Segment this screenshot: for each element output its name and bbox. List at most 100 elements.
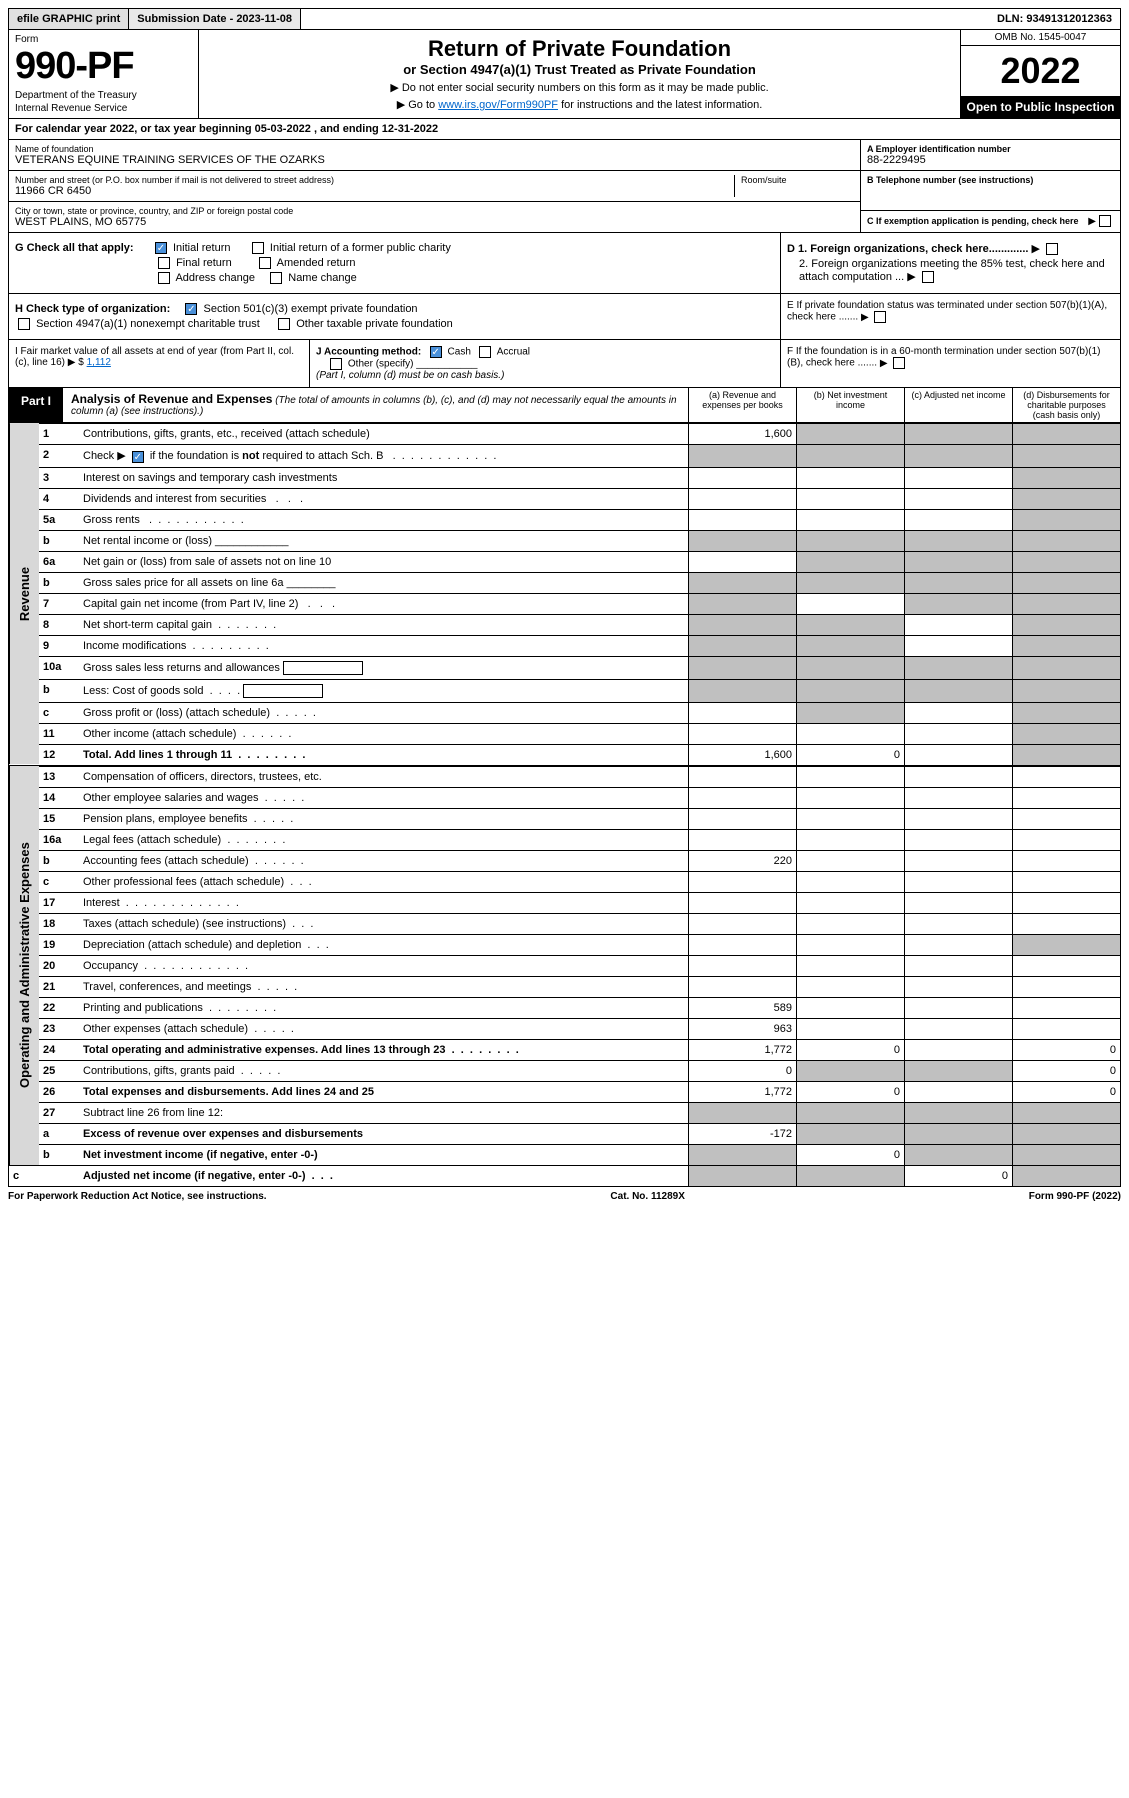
instr-2: ▶ Go to www.irs.gov/Form990PF for instru… — [205, 98, 954, 111]
arrow-icon: ▶ — [1032, 242, 1040, 255]
cell-d — [1012, 1165, 1120, 1186]
line-desc: Depreciation (attach schedule) and deple… — [77, 934, 688, 955]
revenue-side-label: Revenue — [9, 423, 39, 764]
city-label: City or town, state or province, country… — [15, 206, 854, 216]
cell-b — [796, 787, 904, 808]
d1-checkbox[interactable] — [1046, 243, 1058, 255]
tax-year: 2022 — [961, 46, 1120, 96]
cell-c — [904, 850, 1012, 871]
cell-b — [796, 551, 904, 572]
line-num: 1 — [39, 423, 77, 444]
f-label: F If the foundation is in a 60-month ter… — [787, 346, 1101, 369]
cell-a: -172 — [688, 1123, 796, 1144]
addr-label: Number and street (or P.O. box number if… — [15, 175, 734, 185]
part1-title: Analysis of Revenue and Expenses — [71, 392, 272, 406]
cell-d — [1012, 635, 1120, 656]
j-accrual-checkbox[interactable] — [479, 346, 491, 358]
cell-c — [904, 614, 1012, 635]
j-accrual-label: Accrual — [497, 347, 530, 358]
cell-d — [1012, 850, 1120, 871]
g-label: G Check all that apply: — [15, 242, 134, 254]
initial-return-checkbox[interactable] — [155, 242, 167, 254]
line-desc: Gross sales price for all assets on line… — [77, 572, 688, 593]
cell-d: 0 — [1012, 1039, 1120, 1060]
j-label: J Accounting method: — [316, 347, 421, 358]
line-desc: Pension plans, employee benefits . . . .… — [77, 808, 688, 829]
j-note: (Part I, column (d) must be on cash basi… — [316, 370, 504, 381]
cell-d — [1012, 679, 1120, 702]
f-checkbox[interactable] — [893, 357, 905, 369]
line-desc: Other income (attach schedule) . . . . .… — [77, 723, 688, 744]
cell-a — [688, 787, 796, 808]
cell-a — [688, 892, 796, 913]
line-num: 11 — [39, 723, 77, 744]
h1-checkbox[interactable] — [185, 303, 197, 315]
cell-a — [688, 723, 796, 744]
line-num: 16a — [39, 829, 77, 850]
e-checkbox[interactable] — [874, 311, 886, 323]
cell-a — [688, 572, 796, 593]
line-desc: Interest on savings and temporary cash i… — [77, 467, 688, 488]
name-change-checkbox[interactable] — [270, 272, 282, 284]
form-title: Return of Private Foundation — [205, 36, 954, 62]
cell-a: 589 — [688, 997, 796, 1018]
foundation-addr: 11966 CR 6450 — [15, 185, 734, 197]
cell-b — [796, 423, 904, 444]
cell-c — [904, 934, 1012, 955]
cell-c — [904, 572, 1012, 593]
line-num: 23 — [39, 1018, 77, 1039]
line-num: 20 — [39, 955, 77, 976]
cell-b — [796, 509, 904, 530]
h3-checkbox[interactable] — [278, 318, 290, 330]
cell-a — [688, 913, 796, 934]
irs-link[interactable]: www.irs.gov/Form990PF — [438, 99, 558, 111]
line-desc: Net rental income or (loss) ____________ — [77, 530, 688, 551]
cell-d — [1012, 787, 1120, 808]
cell-b — [796, 934, 904, 955]
line-desc: Taxes (attach schedule) (see instruction… — [77, 913, 688, 934]
cell-c — [904, 1081, 1012, 1102]
part1-label: Part I — [9, 388, 63, 422]
line-num: b — [39, 679, 77, 702]
cell-a — [688, 871, 796, 892]
line-num: 17 — [39, 892, 77, 913]
line-num: 3 — [39, 467, 77, 488]
amended-return-label: Amended return — [277, 257, 356, 269]
cell-b — [796, 766, 904, 787]
cell-d — [1012, 572, 1120, 593]
c-checkbox[interactable] — [1099, 215, 1111, 227]
cell-b — [796, 656, 904, 679]
line-num: b — [39, 530, 77, 551]
cell-d — [1012, 614, 1120, 635]
line-desc: Other expenses (attach schedule) . . . .… — [77, 1018, 688, 1039]
cell-c — [904, 871, 1012, 892]
line-desc: Subtract line 26 from line 12: — [77, 1102, 688, 1123]
h-label: H Check type of organization: — [15, 303, 170, 315]
cell-b — [796, 593, 904, 614]
line-num: 2 — [39, 444, 77, 466]
cell-d — [1012, 955, 1120, 976]
initial-former-checkbox[interactable] — [252, 242, 264, 254]
line-num: 25 — [39, 1060, 77, 1081]
j-other-checkbox[interactable] — [330, 358, 342, 370]
cell-d — [1012, 593, 1120, 614]
i-value[interactable]: 1,112 — [87, 357, 111, 368]
d1-label: D 1. Foreign organizations, check here..… — [787, 243, 1028, 255]
line-num: 19 — [39, 934, 77, 955]
d2-checkbox[interactable] — [922, 271, 934, 283]
amended-return-checkbox[interactable] — [259, 257, 271, 269]
cell-c — [904, 1123, 1012, 1144]
line-desc: Occupancy . . . . . . . . . . . . — [77, 955, 688, 976]
cell-d — [1012, 1123, 1120, 1144]
j-cash-checkbox[interactable] — [430, 346, 442, 358]
h2-checkbox[interactable] — [18, 318, 30, 330]
cell-d — [1012, 488, 1120, 509]
schb-checkbox[interactable] — [132, 451, 144, 463]
cell-a — [688, 444, 796, 466]
cell-c — [904, 976, 1012, 997]
final-return-checkbox[interactable] — [158, 257, 170, 269]
initial-return-label: Initial return — [173, 242, 230, 254]
cell-b — [796, 913, 904, 934]
addr-change-checkbox[interactable] — [158, 272, 170, 284]
cell-a — [688, 976, 796, 997]
